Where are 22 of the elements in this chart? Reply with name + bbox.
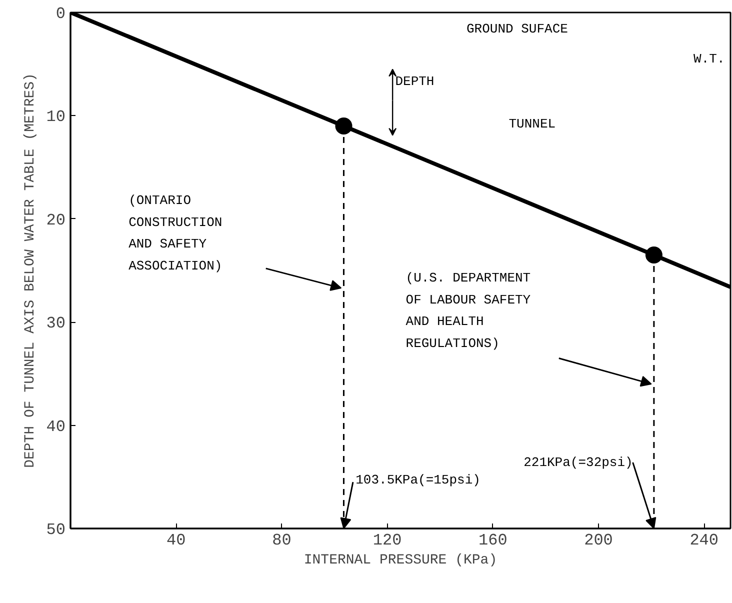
- y-axis-title: DEPTH OF TUNNEL AXIS BELOW WATER TABLE (METRES): [22, 73, 38, 468]
- annotation: GROUND SUFACE: [466, 22, 568, 37]
- x-tick-label: 120: [372, 532, 402, 550]
- y-tick-label: 10: [46, 108, 66, 126]
- annotation: 103.5KPa(=15psi): [356, 472, 480, 488]
- y-tick-label: 40: [46, 418, 66, 436]
- y-tick-label: 30: [46, 314, 66, 333]
- x-tick-label: 160: [478, 532, 508, 550]
- annotation: TUNNEL: [508, 116, 556, 132]
- x-tick-label: 40: [166, 532, 186, 550]
- annotation: DEPTH: [395, 74, 434, 90]
- annotation: W.T.: [694, 51, 725, 66]
- y-tick-label: 0: [56, 5, 66, 23]
- annotation: 221KPa(=32psi): [524, 454, 633, 470]
- annotation: (U.S. DEPARTMENT OF LABOUR SAFETY AND HEALTH REGULATIONS): [406, 270, 531, 351]
- x-tick-label: 80: [272, 532, 292, 550]
- y-tick-label: 50: [46, 521, 66, 539]
- x-tick-label: 200: [584, 532, 613, 550]
- y-tick-label: 20: [46, 211, 66, 230]
- annotation: (ONTARIO CONSTRUCTION AND SAFETY ASSOCIATION): [128, 193, 222, 274]
- x-tick-label: 240: [690, 532, 719, 550]
- x-axis-title: INTERNAL PRESSURE (KPa): [304, 552, 498, 568]
